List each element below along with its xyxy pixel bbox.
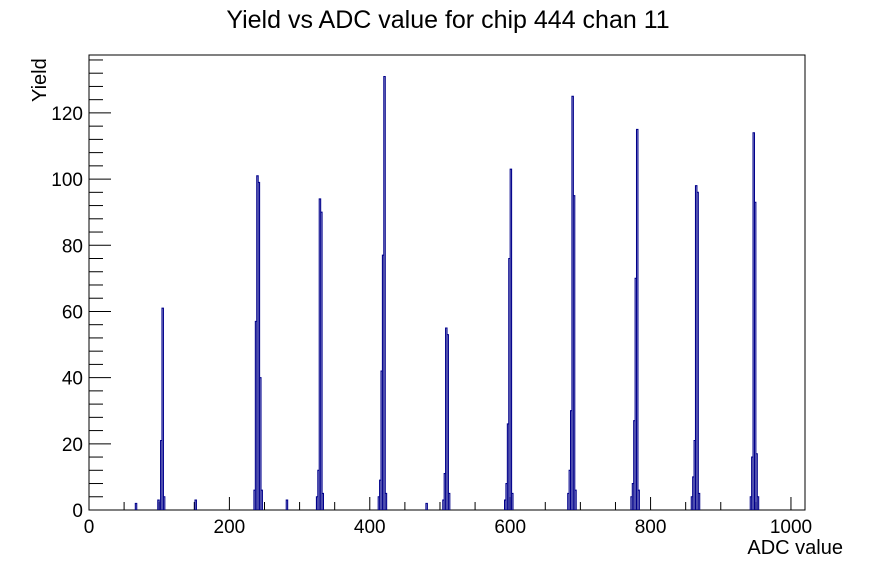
histogram-peak-cluster xyxy=(630,128,640,510)
histogram-peak-cluster xyxy=(157,307,166,510)
y-tick-label: 60 xyxy=(62,302,83,323)
histogram-peak-cluster xyxy=(690,185,701,510)
x-tick-label: 800 xyxy=(635,517,667,538)
histogram-noise-bin xyxy=(194,499,197,510)
x-tick-label: 200 xyxy=(214,517,246,538)
x-tick-label: 1000 xyxy=(770,517,812,538)
histogram-peak-cluster xyxy=(442,327,451,510)
x-tick-label: 0 xyxy=(84,517,95,538)
histogram-peak-cluster xyxy=(315,198,324,510)
histogram-peak-cluster xyxy=(377,75,388,510)
histogram-peak-cluster xyxy=(567,95,577,510)
histogram-peak-cluster xyxy=(749,132,760,510)
histogram-noise-bin xyxy=(425,502,428,510)
y-tick-label: 100 xyxy=(51,170,83,191)
y-tick-label: 40 xyxy=(62,369,83,390)
y-tick-label: 20 xyxy=(62,435,83,456)
x-tick-label: 600 xyxy=(494,517,526,538)
x-tick-label: 400 xyxy=(354,517,386,538)
histogram-peak-cluster xyxy=(253,175,263,510)
histogram-noise-bin xyxy=(134,502,138,510)
y-tick-label: 80 xyxy=(62,236,83,257)
histogram-noise-bin xyxy=(285,499,289,510)
chart-title: Yield vs ADC value for chip 444 chan 11 xyxy=(226,6,670,34)
y-tick-label: 0 xyxy=(72,501,83,522)
x-axis-title: ADC value xyxy=(747,537,843,559)
histogram-peak-cluster xyxy=(504,168,514,510)
y-tick-label: 120 xyxy=(51,104,83,125)
